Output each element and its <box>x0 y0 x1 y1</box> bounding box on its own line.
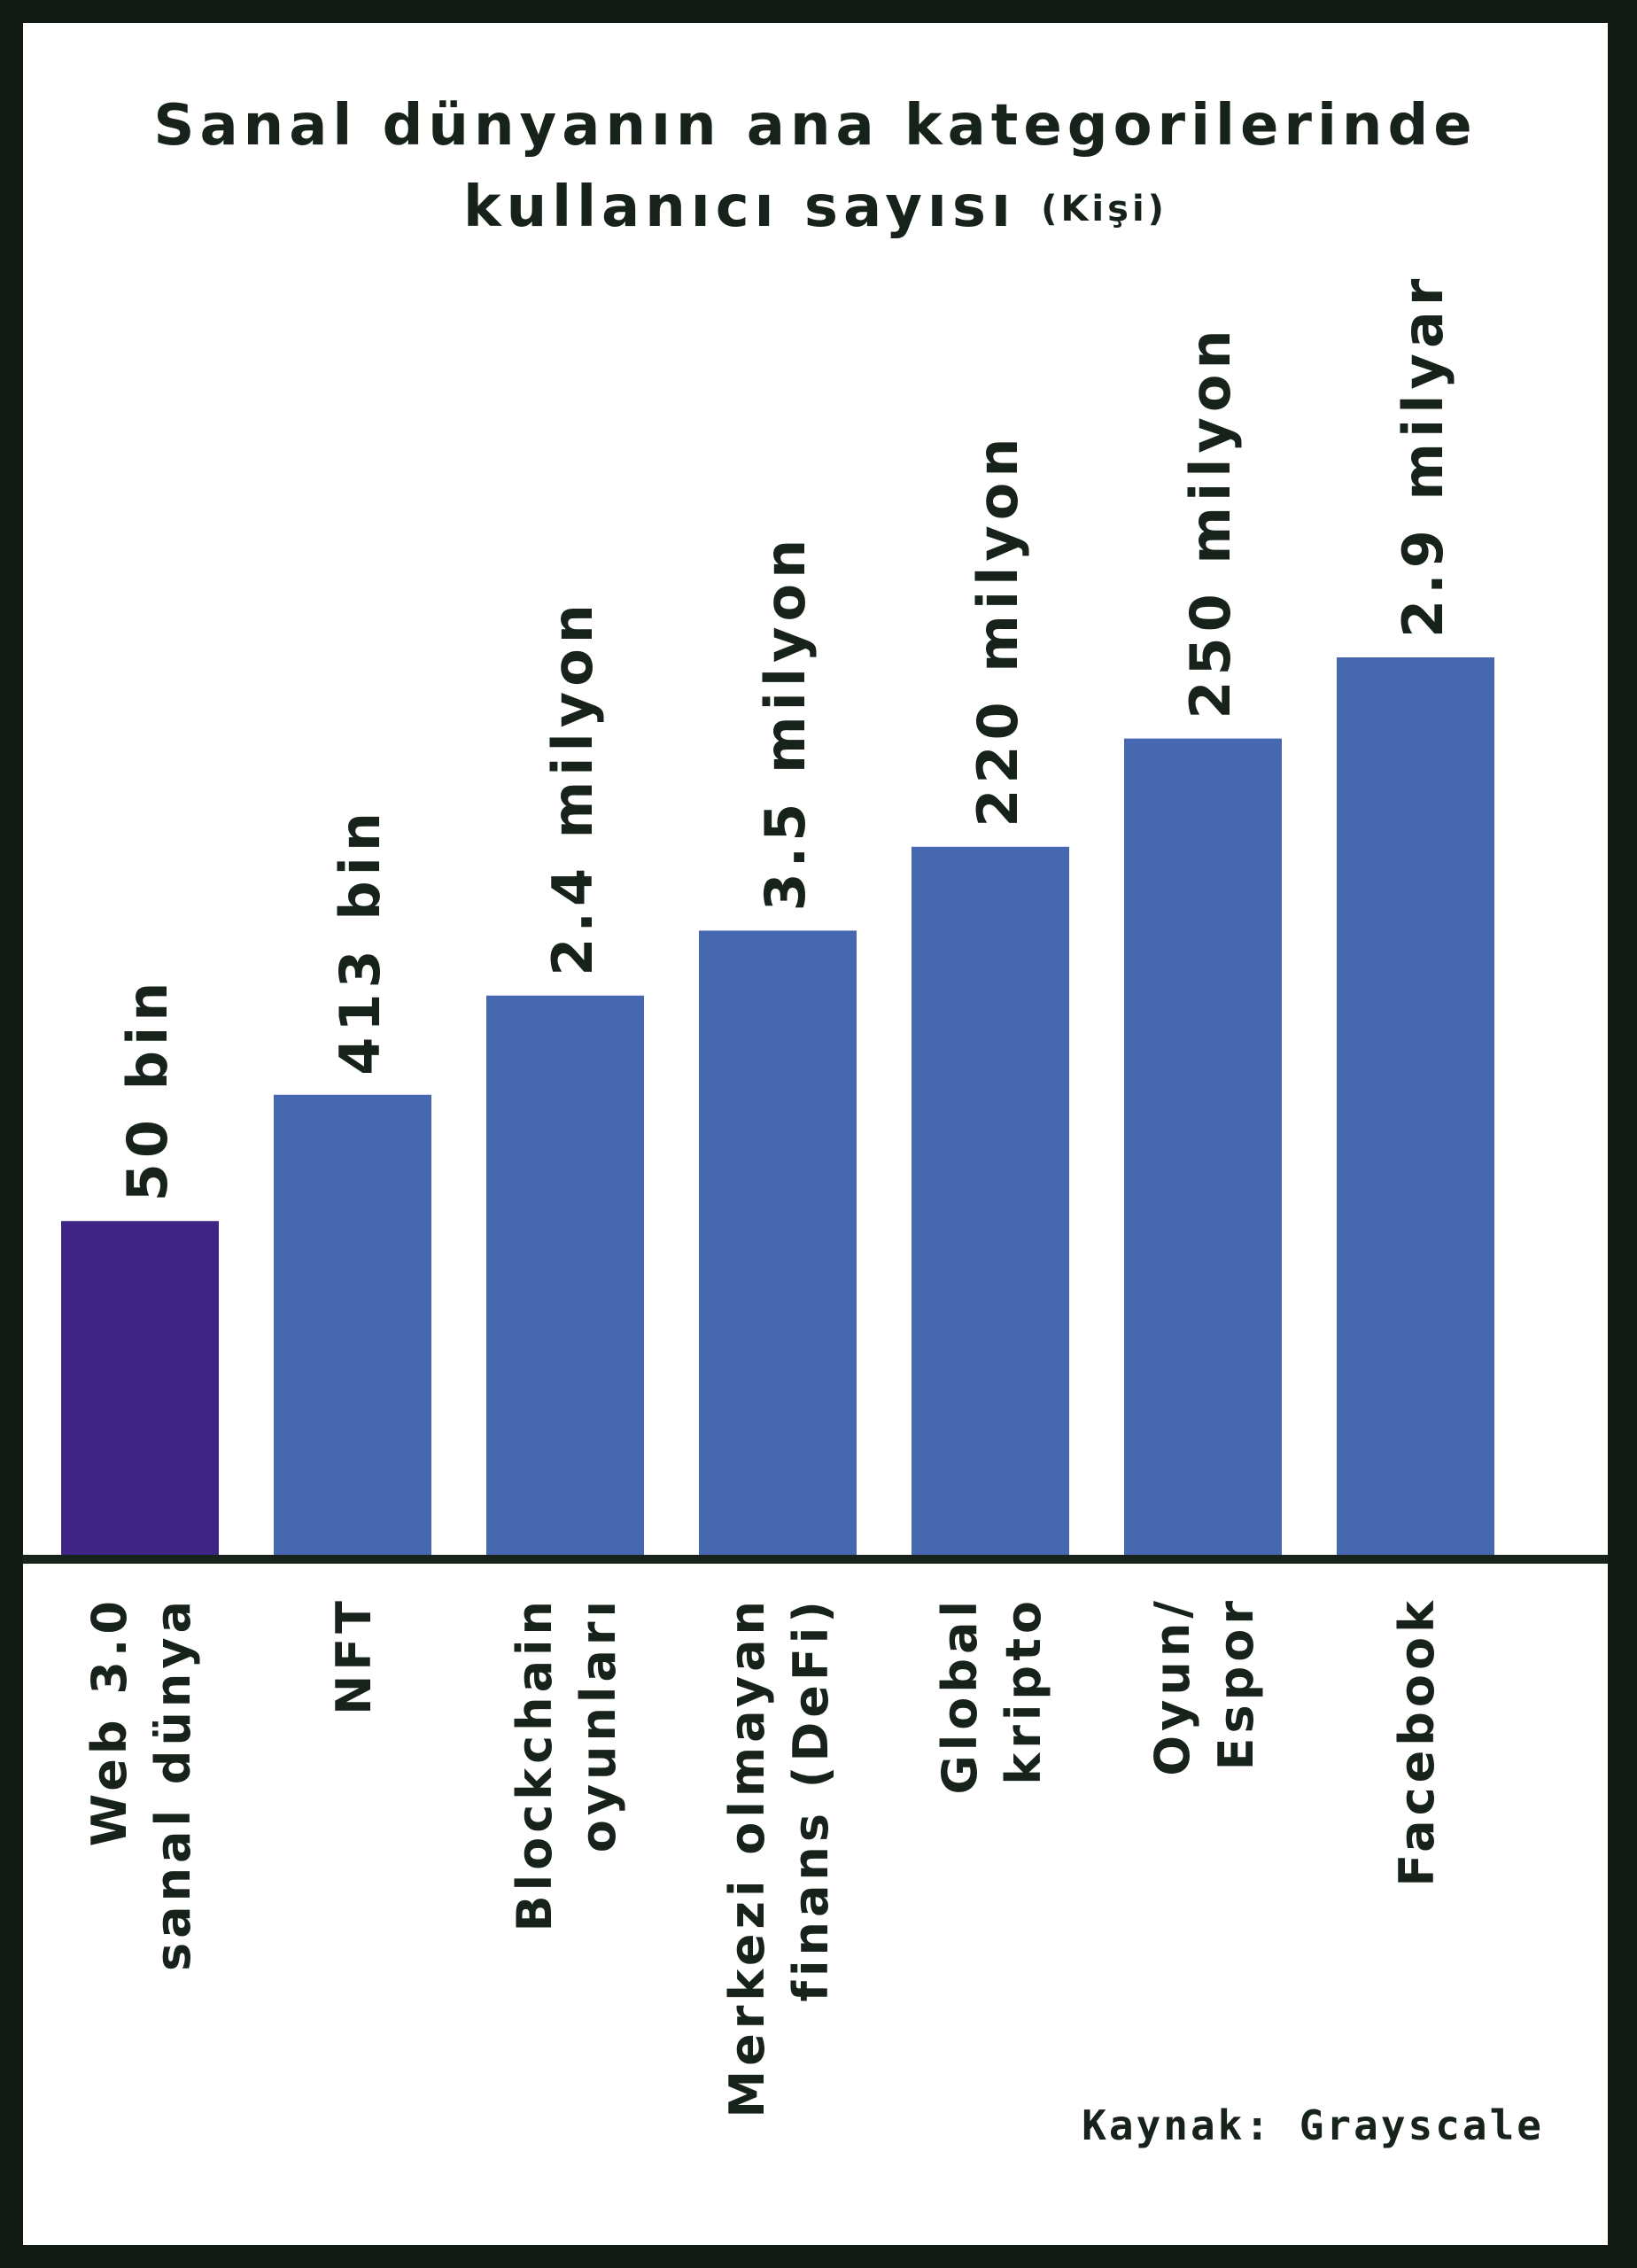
category-label-5-line-2: kripto <box>996 1596 1051 1785</box>
bar-3 <box>486 995 644 1559</box>
bar-4 <box>699 930 857 1559</box>
category-label-2-line-1: NFT <box>326 1596 382 1715</box>
category-label-1-line-1: Web 3.0 <box>81 1596 137 1846</box>
category-label-3-line-1: Blockchain <box>507 1596 562 1932</box>
chart-title-line2: kullanıcı sayısı <box>463 175 1016 240</box>
category-label-6-line-2: Espor <box>1208 1596 1264 1770</box>
value-label-4: 3.5 milyon <box>753 534 818 912</box>
chart-frame: Sanal dünyanın ana kategorilerinde kulla… <box>23 23 1608 2245</box>
chart-title-line1: Sanal dünyanın ana kategorilerinde <box>153 93 1478 159</box>
value-label-1: 50 bin <box>115 977 180 1202</box>
category-label-5-line-1: Global <box>932 1596 988 1795</box>
category-label-3-line-2: oyunları <box>570 1596 626 1852</box>
source-note: Kaynak: Grayscale <box>1082 2101 1544 2149</box>
category-label-1-line-2: sanal dünya <box>145 1596 201 1971</box>
chart-title: Sanal dünyanın ana kategorilerinde kulla… <box>23 85 1608 250</box>
bar-6 <box>1124 738 1282 1559</box>
bar-2 <box>274 1094 431 1559</box>
category-label-7-line-1: Facebook <box>1389 1596 1445 1887</box>
value-label-7: 2.9 milyar <box>1391 274 1455 638</box>
bar-chart: 50 bin Web 3.0 sanal dünya 413 bin NFT 2.4 mi… <box>23 274 1608 2118</box>
category-label-4-line-1: Merkezi olmayan <box>719 1596 775 2118</box>
bar-5 <box>912 846 1069 1559</box>
value-label-5: 220 milyon <box>966 433 1030 827</box>
value-label-2: 413 bin <box>328 807 392 1076</box>
category-label-6-line-1: Oyun/ <box>1144 1596 1200 1776</box>
value-label-3: 2.4 milyon <box>540 599 605 976</box>
bar-1 <box>61 1221 219 1559</box>
chart-title-unit: (Kişi) <box>1041 189 1168 229</box>
category-label-4-line-2: finans (DeFi) <box>783 1596 839 2001</box>
chart-title-line2-wrap: kullanıcı sayısı (Kişi) <box>23 167 1608 250</box>
bar-7 <box>1337 657 1494 1559</box>
value-label-6: 250 milyon <box>1178 324 1243 718</box>
